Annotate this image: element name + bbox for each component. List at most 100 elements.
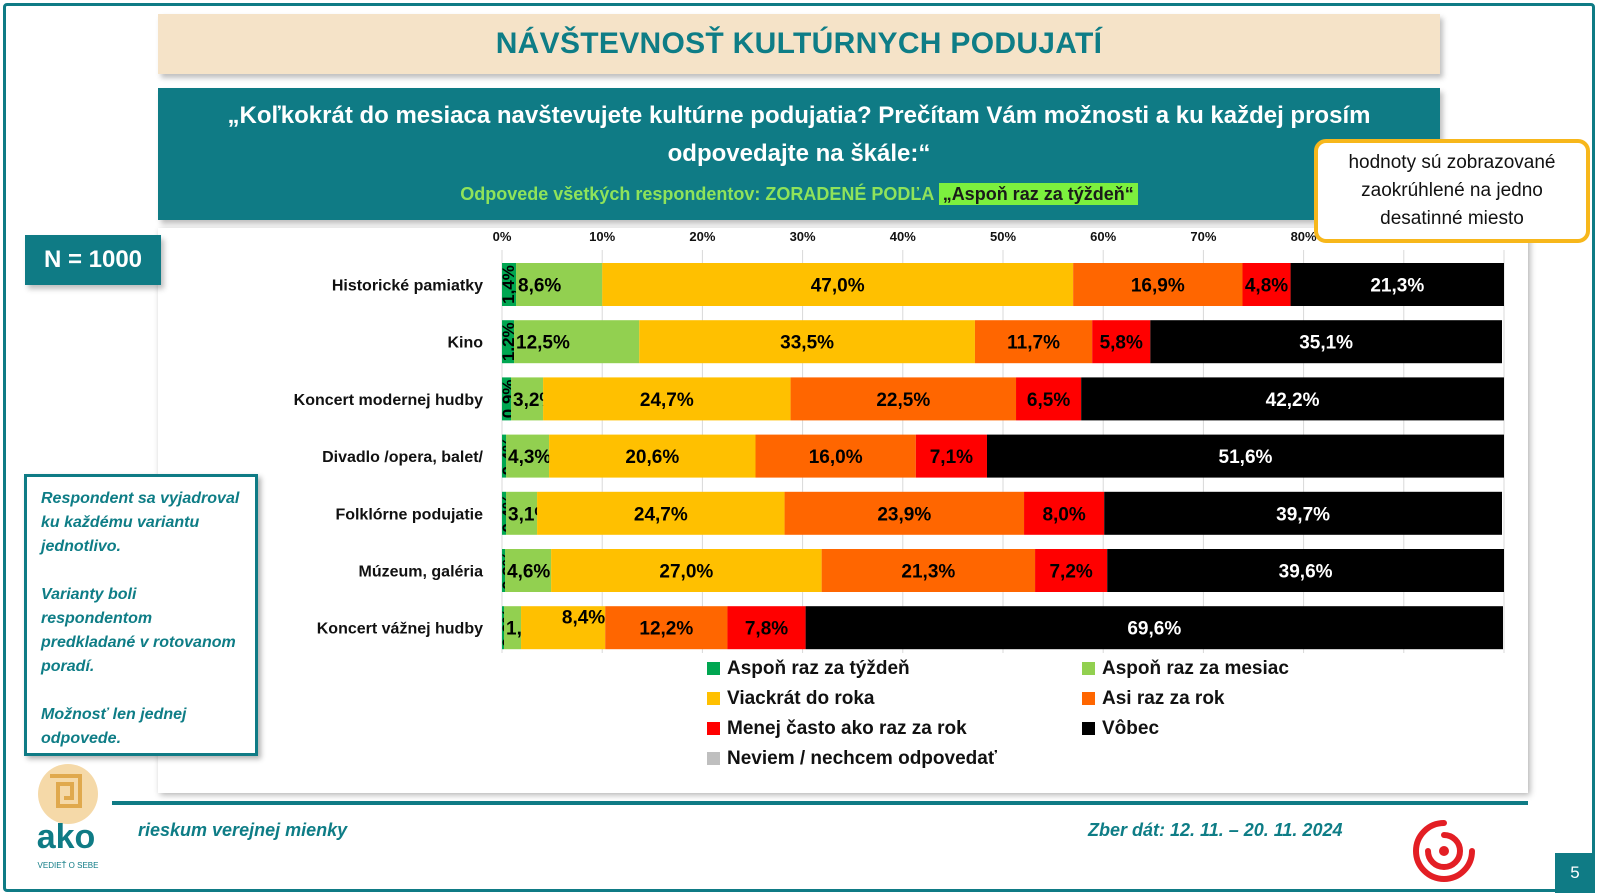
- bar-segment-less: [1024, 491, 1105, 535]
- data-label: 7,2%: [1049, 562, 1092, 583]
- data-label: 35,1%: [1299, 333, 1353, 354]
- data-label: 5,8%: [1100, 333, 1143, 354]
- category-label: Folklórne podujatie: [335, 506, 483, 523]
- data-label: 7,8%: [745, 619, 788, 640]
- category-label: Koncert modernej hudby: [294, 392, 483, 409]
- data-label: 27,0%: [659, 562, 713, 583]
- legend-swatch-less: [707, 722, 720, 735]
- page-title: NÁVŠTEVNOSŤ KULTÚRNYCH PODUJATÍ: [495, 27, 1103, 60]
- bar-segment-monthly: [514, 320, 640, 364]
- data-label: 39,6%: [1279, 562, 1333, 583]
- rounding-note: hodnoty sú zobrazované zaokrúhlené na je…: [1314, 139, 1590, 243]
- respondent-note: Možnosť len jednej odpovede.: [41, 706, 187, 747]
- data-label: 4,6%: [507, 562, 550, 583]
- bar-segment-several: [543, 377, 791, 421]
- data-label: 33,5%: [780, 333, 834, 354]
- bar-segment-yearly: [974, 320, 1093, 364]
- legend-label: Vôbec: [1102, 718, 1159, 739]
- data-label: 24,7%: [640, 390, 694, 411]
- bar-segment-yearly: [784, 491, 1025, 535]
- x-tick-label: 10%: [589, 229, 615, 244]
- bar-segment-several: [602, 263, 1074, 306]
- bar-segment-monthly: [505, 549, 552, 592]
- data-label: 8,0%: [1042, 504, 1085, 525]
- legend-label: Aspoň raz za mesiac: [1102, 658, 1289, 679]
- bar-segment-less: [1242, 263, 1291, 306]
- data-label: 47,0%: [811, 276, 865, 297]
- legend-swatch-weekly: [707, 662, 720, 675]
- swirl-logo-icon: [1413, 820, 1475, 882]
- bar-segment-yearly: [790, 377, 1017, 421]
- bar-segment-weekly: [502, 320, 515, 364]
- logo-tagline: VEDIEŤ O SEBE: [38, 861, 99, 870]
- legend-swatch-several: [707, 692, 720, 705]
- data-label: 16,0%: [809, 447, 863, 468]
- respondent-notes: Respondent sa vyjadroval ku každému vari…: [24, 474, 258, 756]
- bar-segment-monthly: [516, 263, 603, 306]
- bar-segment-several: [551, 549, 822, 592]
- ako-logo-icon: ako VEDIEŤ O SEBE: [37, 764, 99, 870]
- footer-date: Zber dát: 12. 11. – 20. 11. 2024: [1088, 820, 1343, 840]
- bar-segment-less: [915, 434, 987, 478]
- data-label: 8,4%: [562, 608, 605, 629]
- legend-label: Menej často ako raz za rok: [727, 718, 967, 739]
- footer-divider: [112, 801, 1528, 805]
- subtitle-highlight: „Aspoň raz za týždeň“: [938, 183, 1138, 205]
- bar-segment-weekly: [502, 549, 506, 592]
- bar-segment-monthly: [504, 606, 522, 650]
- bar-segment-never: [1104, 491, 1502, 535]
- legend-label: Neviem / nechcem odpovedať: [727, 748, 998, 769]
- legend-label: Aspoň raz za týždeň: [727, 658, 910, 679]
- page-number: 5: [1555, 853, 1595, 893]
- title-banner: NÁVŠTEVNOSŤ KULTÚRNYCH PODUJATÍ: [158, 14, 1440, 74]
- data-label: 16,9%: [1131, 276, 1185, 297]
- chart-panel: 0%10%20%30%40%50%60%70%80%90%100%Histori…: [158, 228, 1528, 793]
- bar-segment-several: [537, 491, 785, 535]
- bar-segment-weekly: [502, 263, 517, 306]
- category-label: Múzeum, galéria: [359, 564, 484, 581]
- slide-frame: [3, 3, 1595, 892]
- bar-segment-less: [1035, 549, 1108, 592]
- sample-size-text: N = 1000: [43, 246, 143, 273]
- data-label: 39,7%: [1276, 504, 1330, 525]
- bar-segment-never: [805, 606, 1503, 650]
- bar-segment-never: [1290, 263, 1504, 306]
- x-tick-label: 80%: [1291, 229, 1317, 244]
- bar-segment-weekly: [502, 434, 507, 478]
- category-label: Divadlo /opera, balet/: [322, 449, 483, 466]
- data-label: 20,6%: [625, 447, 679, 468]
- legend-label: Viackrát do roka: [727, 688, 875, 709]
- swirl-outer: [1413, 820, 1475, 882]
- x-tick-label: 60%: [1090, 229, 1116, 244]
- question-banner: „Koľkokrát do mesiaca navštevujete kultú…: [158, 88, 1440, 220]
- data-label: 21,3%: [1370, 276, 1424, 297]
- question-text: „Koľkokrát do mesiaca navštevujete kultú…: [227, 102, 1371, 167]
- category-label: Kino: [447, 335, 483, 352]
- legend-swatch-dontknow: [707, 752, 720, 765]
- legend-swatch-never: [1082, 722, 1095, 735]
- subtitle: Odpovede všetkých respondentov: ZORADENÉ…: [158, 183, 1440, 205]
- bar-segment-yearly: [755, 434, 916, 478]
- bar-segment-yearly: [1073, 263, 1243, 306]
- data-label: 7,1%: [930, 447, 973, 468]
- bar-segment-several: [639, 320, 975, 364]
- logo-text: ako: [37, 818, 96, 856]
- data-label: 12,2%: [639, 619, 693, 640]
- bar-segment-never: [1107, 549, 1504, 592]
- bar-segment-monthly: [506, 491, 538, 535]
- legend-swatch-yearly: [1082, 692, 1095, 705]
- bar-segment-less: [727, 606, 806, 650]
- data-label: 1,4%: [499, 265, 518, 304]
- bar-segment-weekly: [502, 491, 507, 535]
- data-label: 42,2%: [1266, 390, 1320, 411]
- swirl-center: [1439, 846, 1449, 856]
- bar-segment-yearly: [821, 549, 1036, 592]
- legend-swatch-monthly: [1082, 662, 1095, 675]
- data-label: 23,9%: [877, 504, 931, 525]
- data-label: 69,6%: [1127, 619, 1181, 640]
- bar-segment-monthly: [506, 434, 550, 478]
- swirl-inner: [1425, 832, 1463, 870]
- respondent-note: Varianty boli respondentom predkladané v…: [41, 586, 236, 675]
- x-tick-label: 40%: [890, 229, 916, 244]
- sample-size-badge: N = 1000: [25, 235, 161, 285]
